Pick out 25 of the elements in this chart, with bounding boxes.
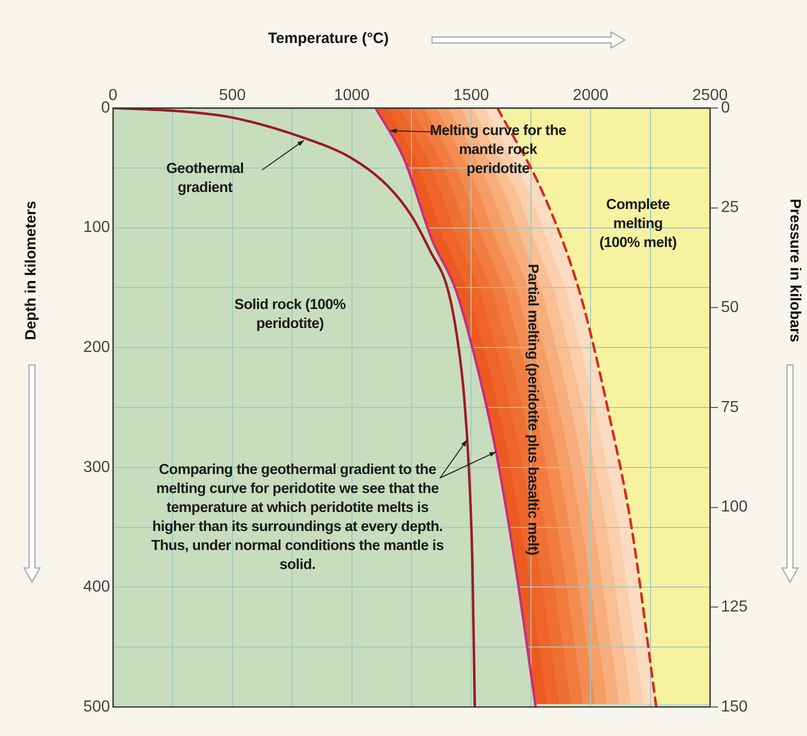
annotation: Complete melting (100% melt) bbox=[598, 196, 678, 253]
y-tick-label: 200 bbox=[83, 339, 110, 356]
y-tick-label: 500 bbox=[83, 698, 110, 716]
x-tick-label: 500 bbox=[219, 86, 246, 104]
y-tick-label: 0 bbox=[101, 99, 110, 116]
annotation: Solid rock (100% peridotite) bbox=[233, 296, 347, 334]
y2-tick-label: 150 bbox=[721, 698, 748, 716]
x-axis-title: Temperature (°C) bbox=[268, 30, 389, 47]
y-tick-label: 400 bbox=[83, 578, 110, 596]
annotation: Geothermal gradient bbox=[165, 160, 245, 198]
y2-tick-label: 0 bbox=[721, 99, 730, 116]
y2-tick-label: 50 bbox=[721, 299, 739, 316]
y2-axis-title: Pressure in kilobars bbox=[786, 198, 804, 344]
y2-tick-label: 100 bbox=[721, 498, 748, 516]
y2-tick-label: 75 bbox=[721, 398, 739, 416]
y-tick-label: 100 bbox=[83, 219, 110, 236]
y2-tick-label: 25 bbox=[721, 199, 739, 216]
x-tick-label: 1000 bbox=[334, 86, 370, 104]
annotation: Comparing the geothermal gradient to the melting curve for peridotite we see that the temperature at which peridotite melts is higher than its surroundings at every depth. Thus, under normal conditions the mantle is solid. bbox=[150, 461, 445, 575]
y2-tick-label: 125 bbox=[721, 598, 748, 616]
x-tick-label: 2000 bbox=[572, 86, 608, 104]
annotation: Partial melting (peridotite plus basaltic melt) bbox=[524, 262, 542, 558]
y-tick-label: 300 bbox=[83, 458, 110, 476]
x-tick-label: 1500 bbox=[453, 86, 490, 104]
y-axis-title: Depth in kilometers bbox=[22, 200, 40, 342]
